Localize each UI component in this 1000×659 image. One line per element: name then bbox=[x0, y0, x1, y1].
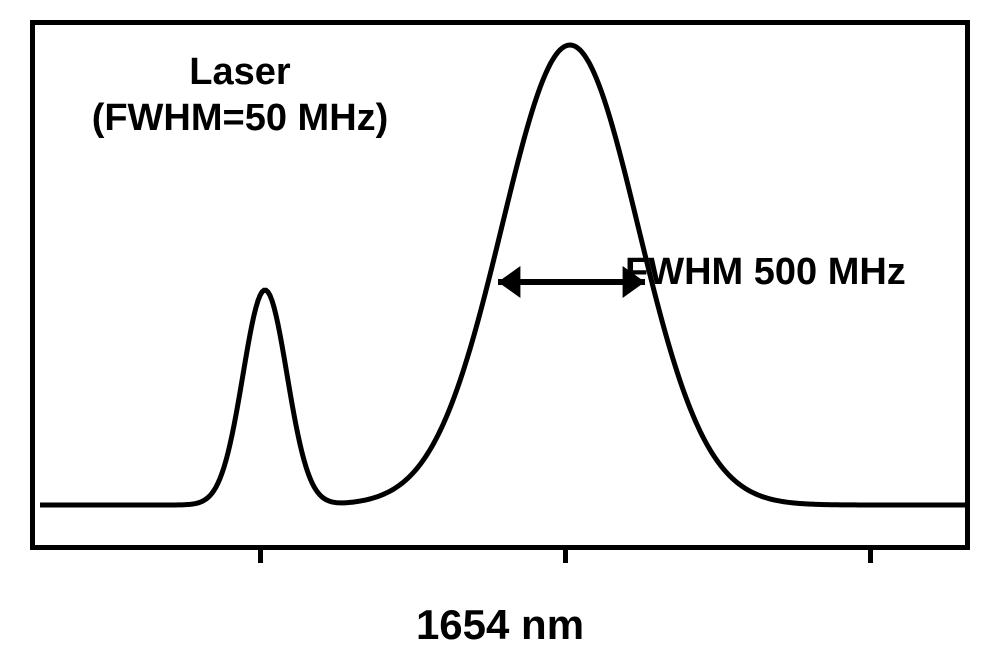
x-tick-right bbox=[868, 545, 873, 563]
laser-label-line2: (FWHM=50 MHz) bbox=[92, 97, 389, 139]
laser-peak-label: Laser (FWHM=50 MHz) bbox=[80, 50, 400, 141]
fwhm-annotation-label: FWHM 500 MHz bbox=[625, 250, 935, 296]
x-tick-left bbox=[258, 545, 263, 563]
laser-label-line1: Laser bbox=[189, 51, 290, 93]
x-tick-center bbox=[563, 545, 568, 563]
x-axis-center-label: 1654 nm bbox=[416, 600, 584, 650]
